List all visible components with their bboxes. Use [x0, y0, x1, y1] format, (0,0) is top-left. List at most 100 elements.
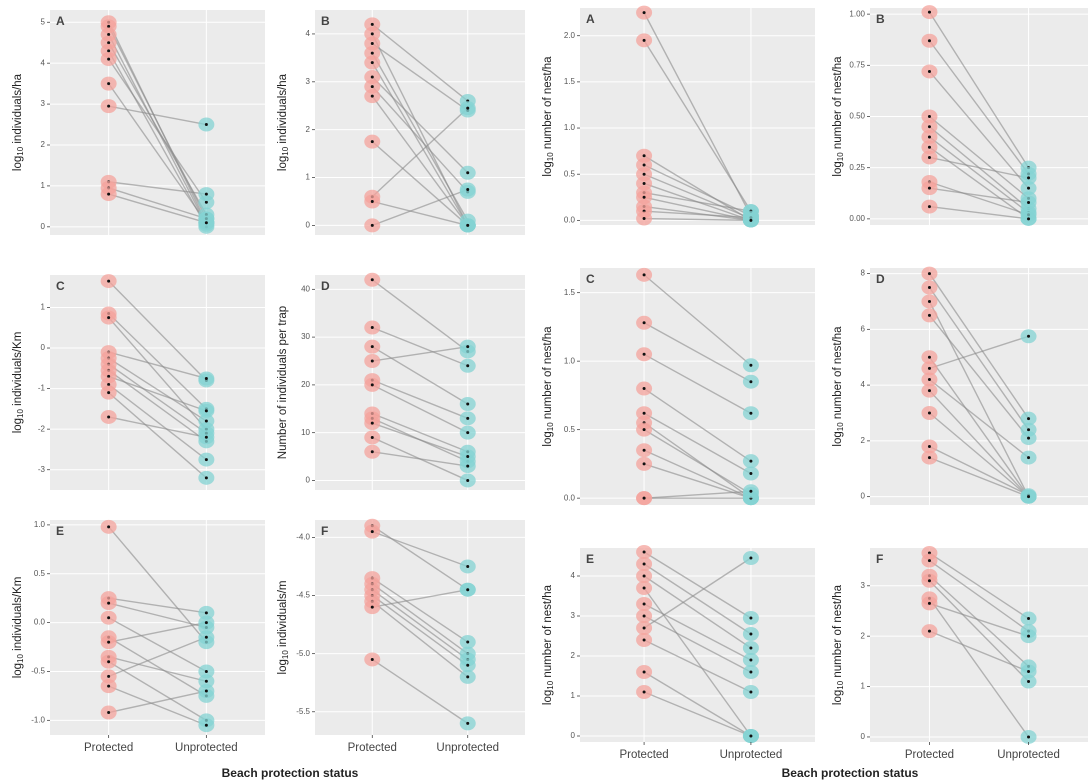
panel: 0 10 20 30 40 D Number of individuals per trap	[277, 272, 525, 490]
point-center	[204, 723, 208, 727]
point-center	[927, 155, 931, 159]
point-center	[1027, 669, 1031, 673]
point-center	[370, 223, 374, 227]
y-tick-label: 1	[861, 682, 866, 691]
point-center	[749, 489, 753, 493]
pair-line	[371, 658, 469, 724]
y-tick-label: 20	[301, 380, 310, 389]
y-tick-label: 3	[306, 77, 311, 86]
pair-line	[108, 357, 207, 422]
point-center	[466, 416, 470, 420]
point-center	[204, 419, 208, 423]
pair-line	[108, 375, 207, 412]
pair-line	[108, 636, 207, 697]
pair-line	[643, 155, 752, 221]
point-center	[107, 684, 111, 688]
y-tick-label: -1.0	[31, 715, 45, 724]
y-tick-label: 0.0	[34, 618, 46, 627]
y-tick-label: -0.5	[31, 667, 45, 676]
pair-line	[108, 280, 207, 381]
point-center	[107, 41, 111, 45]
pair-line	[372, 451, 468, 467]
pair-line	[643, 449, 752, 499]
point-center	[370, 199, 374, 203]
point-center	[642, 321, 646, 325]
y-tick-label: 2	[306, 125, 311, 134]
point-center	[1027, 436, 1031, 440]
pair-line	[929, 187, 1029, 204]
x-tick-label: Protected	[348, 742, 397, 754]
pair-line	[108, 58, 207, 203]
panel-label: E	[56, 524, 64, 538]
y-tick-label: 0.00	[849, 214, 865, 223]
point-center	[370, 345, 374, 349]
pair-line	[371, 589, 469, 661]
x-tick-label: Protected	[619, 749, 668, 761]
point-center	[642, 638, 646, 642]
point-center	[466, 223, 470, 227]
point-center	[466, 588, 470, 592]
y-tick-label: 4	[861, 380, 866, 389]
point-center	[204, 376, 208, 380]
panel-background	[50, 520, 265, 735]
pair-line	[643, 191, 752, 212]
point-center	[642, 38, 646, 42]
point-center	[204, 409, 208, 413]
pair-line	[371, 525, 469, 591]
y-tick-label: 0	[861, 492, 866, 501]
pair-line	[643, 615, 752, 673]
pair-line	[108, 636, 207, 678]
point-center	[204, 689, 208, 693]
point-center	[927, 378, 931, 382]
pair-line	[108, 50, 207, 228]
pair-line	[108, 363, 207, 434]
point-center	[370, 530, 374, 534]
pair-line	[372, 589, 468, 608]
y-tick-label: 1	[306, 173, 311, 182]
pair-line	[371, 384, 469, 434]
point-center	[204, 476, 208, 480]
pair-line	[643, 603, 752, 661]
y-tick-label: 3	[571, 611, 576, 620]
point-center	[749, 471, 753, 475]
point-center	[749, 632, 753, 636]
point-center	[466, 364, 470, 368]
pair-line	[108, 187, 207, 220]
point-center	[466, 478, 470, 482]
point-center	[370, 605, 374, 609]
point-center	[107, 660, 111, 664]
pair-line	[108, 181, 207, 195]
x-tick-label: Unprotected	[997, 749, 1060, 761]
point-center	[204, 611, 208, 615]
point-center	[927, 115, 931, 118]
point-center	[642, 496, 646, 500]
point-center	[370, 75, 374, 79]
pair-line	[929, 181, 1029, 216]
pair-line	[643, 412, 752, 475]
pair-line	[929, 602, 1029, 637]
point-center	[1027, 217, 1031, 221]
point-center	[466, 721, 470, 725]
y-tick-label: -5.0	[296, 649, 310, 658]
pair-line	[929, 445, 1029, 496]
y-tick-label: 2	[861, 436, 866, 445]
point-center	[927, 299, 931, 303]
point-center	[204, 635, 208, 639]
point-center	[1027, 176, 1031, 180]
pair-line	[372, 422, 468, 458]
panel-background	[315, 10, 525, 235]
point-center	[370, 326, 374, 330]
pair-line	[371, 577, 469, 643]
pair-line	[371, 600, 469, 678]
point-center	[927, 272, 931, 276]
point-center	[749, 646, 753, 650]
point-center	[1027, 617, 1031, 621]
point-center	[1027, 186, 1031, 190]
y-tick-label: 0.75	[849, 60, 865, 69]
y-axis-title: log10 number of nest/ha	[832, 326, 845, 447]
pair-line	[108, 383, 207, 461]
point-center	[107, 640, 111, 644]
panel-label: F	[321, 524, 328, 538]
